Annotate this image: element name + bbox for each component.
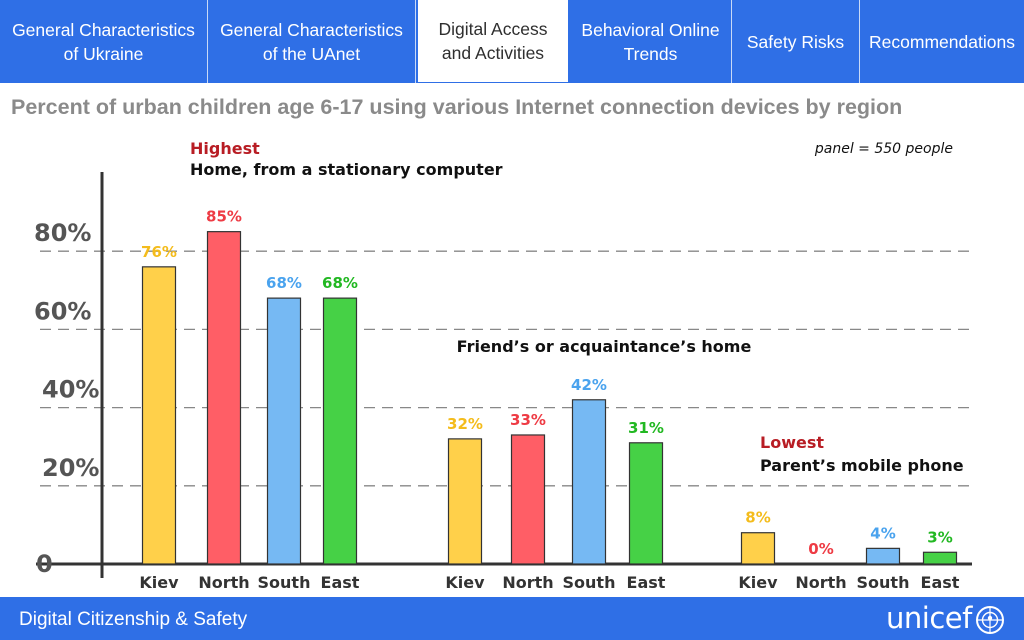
y-tick-label: 20% (42, 454, 99, 482)
top-navigation: General Characteristics of Ukraine Gener… (0, 0, 1024, 83)
x-tick-label: North (795, 573, 846, 592)
panel-note: panel = 550 people (814, 141, 953, 157)
data-label: 3% (927, 528, 952, 546)
data-label: 68% (266, 274, 302, 292)
x-tick-label: Kiev (139, 573, 179, 592)
unicef-logo: unicef (886, 601, 972, 635)
tab-digital-access[interactable]: Digital Access and Activities (416, 0, 570, 82)
tab-general-characteristics-uanet[interactable]: General Characteristics of the UAnet (208, 0, 416, 83)
x-tick-label: Kiev (445, 573, 485, 592)
x-tick-label: South (258, 573, 311, 592)
unicef-emblem-icon (976, 606, 1004, 634)
data-label: 33% (510, 411, 546, 429)
x-tick-label: North (198, 573, 249, 592)
x-tick-label: Kiev (738, 573, 778, 592)
footer-bar: Digital Citizenship & Safety unicef (0, 597, 1024, 640)
x-tick-label: South (857, 573, 910, 592)
data-label: 4% (870, 524, 895, 542)
x-tick-label: East (321, 573, 360, 592)
bar (865, 547, 901, 565)
tab-label: Behavioral Online Trends (581, 19, 720, 64)
y-tick-label: 0 (36, 550, 53, 578)
bar (628, 442, 664, 565)
data-label: 31% (628, 419, 664, 437)
data-label: 85% (206, 208, 242, 226)
group-title: Friend’s or acquaintance’s home (457, 337, 752, 356)
group-title: Home, from a stationary computer (190, 160, 503, 179)
group-tag: Lowest (760, 433, 824, 452)
data-label: 0% (808, 540, 833, 558)
tab-label: General Characteristics of the UAnet (220, 19, 403, 64)
group-title: Parent’s mobile phone (760, 456, 964, 475)
bar (322, 297, 358, 565)
data-label: 68% (322, 274, 358, 292)
x-tick-label: North (502, 573, 553, 592)
data-label: 32% (447, 415, 483, 433)
tab-recommendations[interactable]: Recommendations (860, 0, 1024, 83)
y-tick-label: 60% (34, 297, 91, 325)
bar (266, 297, 302, 565)
tab-label: Digital Access and Activities (438, 19, 548, 63)
x-tick-label: East (627, 573, 666, 592)
bar (571, 399, 607, 565)
y-tick-label: 40% (42, 376, 99, 404)
footer-title: Digital Citizenship & Safety (19, 609, 248, 630)
bar (206, 231, 242, 565)
tab-behavioral-online-trends[interactable]: Behavioral Online Trends (570, 0, 732, 83)
bar (447, 438, 483, 565)
group-tag: Highest (190, 139, 260, 158)
tab-general-characteristics-ukraine[interactable]: General Characteristics of Ukraine (0, 0, 208, 83)
data-label: 76% (141, 243, 177, 261)
bar (141, 266, 177, 565)
bar (510, 434, 546, 565)
x-tick-label: East (921, 573, 960, 592)
tab-label: Safety Risks (746, 31, 845, 52)
data-label: 42% (571, 376, 607, 394)
x-tick-label: South (563, 573, 616, 592)
page-title: Percent of urban children age 6-17 using… (11, 95, 903, 119)
bar-chart: 0 20% 40% 60% 80% panel = 550 people Highest Ho… (34, 139, 972, 592)
bar (922, 551, 958, 565)
data-label: 8% (745, 509, 770, 527)
tab-safety-risks[interactable]: Safety Risks (732, 0, 860, 83)
y-tick-label: 80% (34, 219, 91, 247)
tab-label: Recommendations (869, 31, 1015, 52)
bar (740, 532, 776, 565)
tab-label: General Characteristics of Ukraine (12, 19, 195, 64)
